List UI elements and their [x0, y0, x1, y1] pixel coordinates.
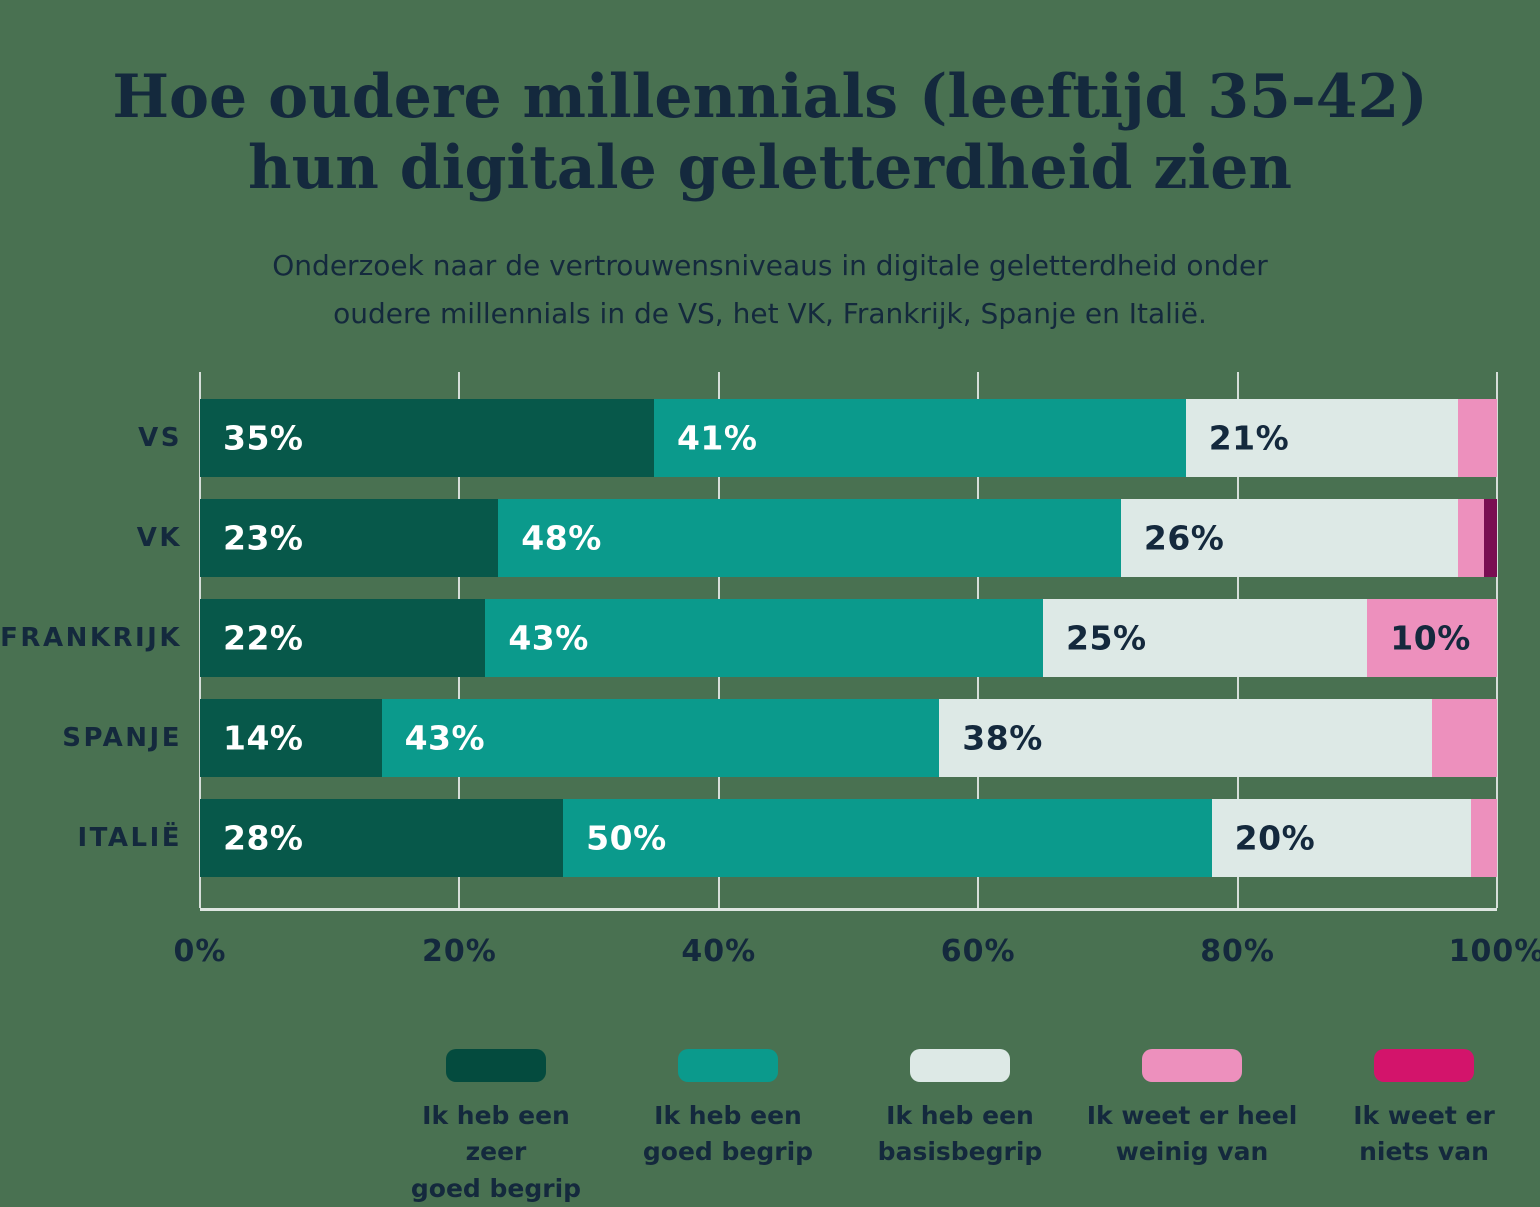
category-label: VS — [138, 423, 182, 453]
bar-row: FRANKRIJK 22% 43% 25% 10% — [0, 599, 1497, 677]
bar-segment: 25% — [1043, 599, 1368, 677]
bar-segment — [1471, 799, 1497, 877]
legend-label: Ik heb een zeer goed begrip — [410, 1101, 582, 1203]
x-axis-tick-label: 60% — [940, 934, 1016, 969]
bar-segment — [1458, 499, 1485, 577]
bar-row: ITALIË 28% 50% 20% — [77, 799, 1497, 877]
x-axis-tick-label: 20% — [421, 934, 497, 969]
legend-label: Ik weet er niets van — [1353, 1101, 1495, 1167]
bar-segment: 10% — [1367, 599, 1497, 677]
legend-swatch — [446, 1049, 546, 1082]
category-label: FRANKRIJK — [0, 623, 182, 653]
x-axis-tick-label: 0% — [173, 934, 227, 969]
legend-item: Ik heb een zeer goed begrip — [390, 1049, 602, 1207]
bar-segment: 43% — [485, 599, 1044, 677]
x-axis-tick-label: 40% — [681, 934, 757, 969]
bar-segment: 28% — [200, 799, 564, 877]
legend: Ik heb een zeer goed begrip Ik heb een go… — [390, 1049, 1530, 1207]
bar-segment: 20% — [1211, 799, 1472, 877]
bar-value-label: 28% — [223, 818, 304, 858]
bar-segment: 21% — [1185, 399, 1459, 477]
bar-row: VS 35% 41% 21% — [138, 399, 1497, 477]
bar-segment: 48% — [498, 499, 1121, 577]
bar-value-label: 43% — [508, 618, 589, 658]
category-label: ITALIË — [77, 823, 182, 853]
bar-value-label: 23% — [223, 518, 304, 558]
bar-segment — [1484, 499, 1497, 577]
bar-value-label: 38% — [962, 718, 1043, 758]
legend-item: Ik heb een goed begrip — [622, 1049, 834, 1207]
category-label: VK — [136, 523, 182, 553]
bar-value-label: 48% — [521, 518, 602, 558]
bar-segment: 26% — [1120, 499, 1459, 577]
legend-item: Ik weet er heel weinig van — [1086, 1049, 1298, 1207]
x-axis-tick-label: 100% — [1448, 934, 1540, 969]
legend-swatch — [678, 1049, 778, 1082]
bar-value-label: 10% — [1390, 618, 1471, 658]
bar-segment: 38% — [939, 699, 1433, 777]
bar-segment: 50% — [563, 799, 1212, 877]
bar-row: SPANJE 14% 43% 38% — [62, 699, 1497, 777]
bar-segment: 43% — [381, 699, 940, 777]
legend-swatch — [1374, 1049, 1474, 1082]
legend-label: Ik heb een goed begrip — [642, 1101, 814, 1167]
bar-value-label: 50% — [586, 818, 667, 858]
x-axis-tick-label: 80% — [1200, 934, 1275, 969]
legend-swatch — [910, 1049, 1010, 1082]
page-subtitle: Onderzoek naar de vertrouwensniveaus in … — [272, 249, 1268, 331]
legend-label: Ik heb een basisbegrip — [877, 1101, 1043, 1167]
bar-value-label: 21% — [1208, 418, 1290, 458]
legend-item: Ik heb een basisbegrip — [854, 1049, 1066, 1207]
bar-segment — [1458, 399, 1497, 477]
bar-value-label: 25% — [1066, 618, 1147, 658]
bar-segment: 14% — [200, 699, 382, 777]
legend-item: Ik weet er niets van — [1318, 1049, 1530, 1207]
bar-value-label: 14% — [223, 718, 304, 758]
page-title: Hoe oudere millennials (leeftijd 35-42) … — [112, 62, 1428, 203]
bar-segment — [1432, 699, 1497, 777]
bar-row: VK 23% 48% 26% — [137, 499, 1497, 577]
legend-label: Ik weet er heel weinig van — [1086, 1101, 1298, 1167]
bar-value-label: 26% — [1143, 518, 1225, 558]
legend-swatch — [1142, 1049, 1242, 1082]
bar-segment: 41% — [653, 399, 1186, 477]
bar-value-label: 22% — [223, 618, 304, 658]
stacked-bar-chart: VS 35% 41% 21% VK 23% 48% 26% FRANKRIJK 22% 43% 25%… — [0, 372, 1540, 969]
bar-value-label: 41% — [676, 418, 758, 458]
category-label: SPANJE — [62, 723, 182, 753]
bar-segment: 35% — [200, 399, 654, 477]
bar-segment: 22% — [200, 599, 486, 677]
bar-value-label: 20% — [1234, 818, 1316, 858]
bar-value-label: 35% — [223, 418, 304, 458]
bar-segment: 23% — [200, 499, 499, 577]
gridline — [1496, 372, 1498, 908]
bar-value-label: 43% — [404, 718, 486, 758]
